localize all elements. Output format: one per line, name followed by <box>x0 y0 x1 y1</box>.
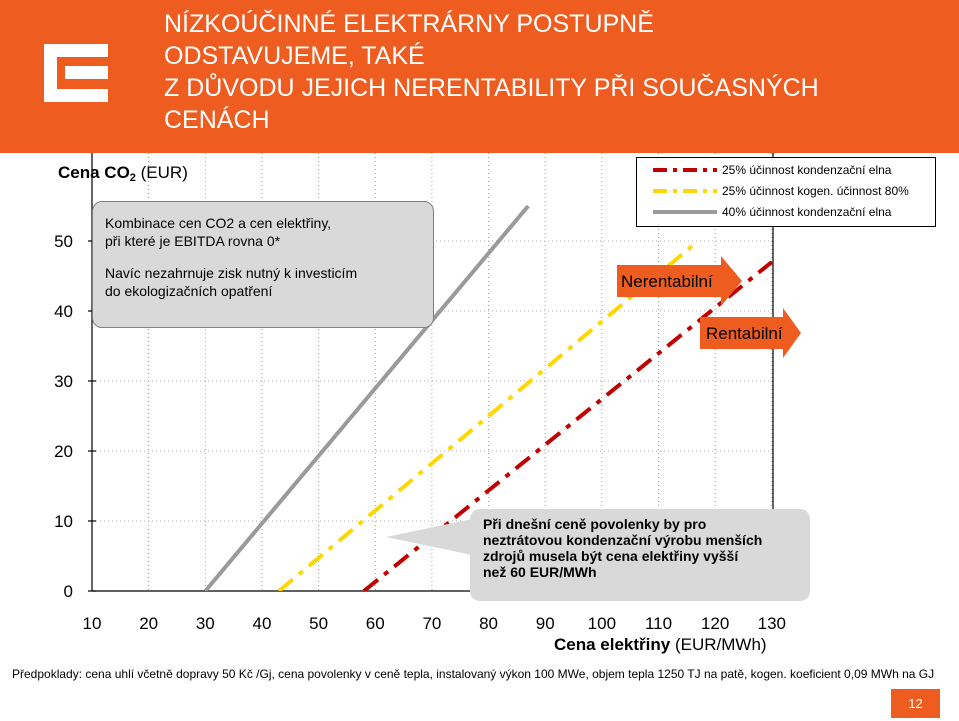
nerentabilni-label: Nerentabilní <box>621 272 713 291</box>
chart-legend: 25% účinnost kondenzační elna 25% účinno… <box>636 157 936 227</box>
x-tick-label: 60 <box>366 614 385 633</box>
legend-item: 25% účinnost kogen. účinnost 80% <box>637 182 937 202</box>
callout-text: Navíc nezahrnuje zisk nutný k investicím <box>105 265 358 281</box>
y-tick-label: 30 <box>54 372 73 391</box>
title-line: NÍZKOÚČINNÉ ELEKTRÁRNY POSTUPNĚ <box>164 10 654 38</box>
header-band: NÍZKOÚČINNÉ ELEKTRÁRNY POSTUPNĚ ODSTAVUJ… <box>0 0 959 153</box>
callout-pointer <box>386 519 472 555</box>
legend-item: 25% účinnost kondenzační elna <box>637 161 937 181</box>
company-logo <box>44 44 108 102</box>
x-tick-label: 110 <box>645 614 672 633</box>
title-line: Z DŮVODU JEJICH NERENTABILITY PŘI SOUČAS… <box>164 74 819 102</box>
callout-text: zdrojů musela být cena elektřiny vyšší <box>483 548 739 564</box>
rentabilni-arrow <box>700 308 801 358</box>
x-tick-label: 100 <box>588 614 616 633</box>
callout-text: neztrátovou kondenzační výrobu menších <box>483 532 763 548</box>
x-tick-label: 20 <box>139 614 158 633</box>
series-line-3 <box>203 204 530 591</box>
x-tick-label: 80 <box>479 614 498 633</box>
legend-item: 40% účinnost kondenzační elna <box>637 203 937 223</box>
assumptions-note: Předpoklady: cena uhlí včetně dopravy 50… <box>12 667 935 681</box>
x-tick-label: 40 <box>252 614 271 633</box>
y-tick-label: 50 <box>54 232 73 251</box>
callout-text: než 60 EUR/MWh <box>483 564 597 580</box>
legend-item-label: 40% účinnost kondenzační elna <box>722 205 892 219</box>
x-tick-label: 30 <box>196 614 215 633</box>
tick-layer: 0 10 20 30 40 50 10 20 30 40 50 60 70 80 90 100 110 120 13… <box>54 232 786 633</box>
y-axis-label-prefix: Cena CO <box>58 163 130 182</box>
chart-svg: 0 10 20 30 40 50 10 20 30 40 50 60 70 80 90 100 110 120 13… <box>54 153 801 633</box>
y-tick-label: 10 <box>54 512 73 531</box>
page-number: 12 <box>891 689 940 718</box>
y-tick-label: 20 <box>54 442 73 461</box>
series-line-2 <box>277 239 700 591</box>
current-price-callout: Při dnešní ceně povolenky by pro neztrát… <box>470 509 810 601</box>
ebitda-callout: Kombinace cen CO2 a cen elektřiny, při k… <box>92 201 434 328</box>
page-title: NÍZKOÚČINNÉ ELEKTRÁRNY POSTUPNĚ ODSTAVUJ… <box>164 8 864 136</box>
x-tick-label: 10 <box>83 614 102 633</box>
x-axis-label-unit: (EUR/MWh) <box>670 635 767 654</box>
nerentabilni-arrow <box>617 256 742 306</box>
x-tick-label: 90 <box>536 614 555 633</box>
y-axis-label: Cena CO2 (EUR) <box>58 163 188 184</box>
x-tick-label: 70 <box>422 614 441 633</box>
x-axis-label-bold: Cena elektřiny <box>554 635 671 654</box>
y-axis-label-subscript: 2 <box>129 172 136 184</box>
title-line: ODSTAVUJEME, TAKÉ <box>164 42 425 70</box>
callout-text: při které je EBITDA rovna 0* <box>105 233 281 249</box>
x-axis-label: Cena elektřiny (EUR/MWh) <box>554 635 767 655</box>
y-tick-label: 0 <box>64 582 73 601</box>
x-tick-label: 120 <box>701 614 729 633</box>
title-line: CENÁCH <box>164 106 270 134</box>
y-tick-label: 40 <box>54 302 73 321</box>
callout-text: do ekologizačních opatření <box>105 283 273 299</box>
y-axis-label-unit: (EUR) <box>135 163 188 182</box>
legend-item-label: 25% účinnost kogen. účinnost 80% <box>722 184 909 198</box>
arrow-layer: Nerentabilní Rentabilní <box>386 256 801 555</box>
x-tick-label: 50 <box>309 614 328 633</box>
callout-text: Kombinace cen CO2 a cen elektřiny, <box>105 215 332 231</box>
rentabilni-label: Rentabilní <box>706 324 783 343</box>
x-tick-label: 130 <box>758 614 786 633</box>
callout-text: Při dnešní ceně povolenky by pro <box>483 516 707 532</box>
legend-item-label: 25% účinnost kondenzační elna <box>722 163 892 177</box>
